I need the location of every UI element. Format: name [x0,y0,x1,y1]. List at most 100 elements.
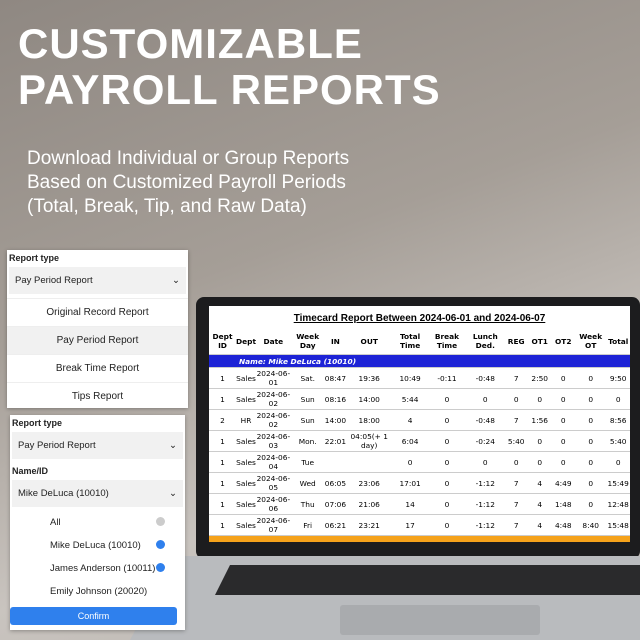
cell: 1 [209,514,237,536]
check-indicator [156,517,165,526]
cell: 21:06 [346,493,393,515]
report-screen: Timecard Report Between 2024-06-01 and 2… [209,306,630,542]
cell: 0 [527,451,552,473]
option[interactable]: Original Record Report [7,298,188,326]
cell: 18:00 [346,409,393,431]
cell: 2024-06-04 [256,451,291,473]
select-value: Pay Period Report [18,440,96,451]
cell: 2024-06-06 [256,493,291,515]
cell: 14:00 [346,388,393,410]
cell: 4 [527,493,552,515]
cell: 15:49 [606,472,630,494]
cell: 0 [466,451,505,473]
title-line: PAYROLL REPORTS [18,66,441,113]
cell: 08:16 [324,388,347,410]
cell: 06:21 [324,514,347,536]
cell: 14 [392,493,428,515]
cell: -1:12 [466,472,505,494]
cell: -1:12 [466,493,505,515]
cell: 0 [392,451,428,473]
cell: 5:40 [606,430,630,452]
option-row[interactable]: All [10,511,185,534]
subtotal-cell: -0:11 [427,535,467,542]
cell: 2024-06-07 [256,514,291,536]
column-header: OT1 [527,328,552,355]
option-row[interactable]: James Anderson (10011) [10,557,185,580]
cell: 1 [209,388,237,410]
column-header: IN [324,328,347,355]
subtotal-row: Sub Total (HH:MM)74:38-0:11-5:3640:4016:… [209,535,630,542]
confirm-button[interactable]: Confirm [10,607,177,625]
name-cell: Name: Mike DeLuca (10010) [209,354,630,368]
column-header: Dept [236,328,256,355]
cell: 17:01 [392,472,428,494]
option-row[interactable]: Mike DeLuca (10010) [10,534,185,557]
cell: 7 [504,409,528,431]
title-line: CUSTOMIZABLE [18,20,363,67]
cell: -0:48 [466,409,505,431]
select[interactable]: Mike DeLuca (10010) ⌄ [12,480,183,507]
column-header: Date [256,328,291,355]
cell: 0 [551,409,576,431]
cell: 2 [209,409,237,431]
cell: Sun [290,388,325,410]
cell: 0 [551,430,576,452]
cell: 6:04 [392,430,428,452]
option[interactable]: Break Time Report [7,354,188,382]
column-header: Week Day [290,328,325,355]
cell: 19:36 [346,367,393,389]
subtotal-cell: -5:36 [466,535,505,542]
cell: 2:50 [527,367,552,389]
cell: 1 [209,367,237,389]
field-label: Name/ID [12,466,49,476]
name-row: Name: Mike DeLuca (10010) [209,354,630,368]
option-label: All [50,517,61,528]
option[interactable]: Tips Report [7,382,188,410]
cell: 4 [527,514,552,536]
cell: -1:12 [466,514,505,536]
cell: 2024-06-02 [256,409,291,431]
cell: 0 [504,451,528,473]
cell: 0 [551,451,576,473]
subtotal-cell: 8:40 [575,535,607,542]
cell: Sales [236,388,256,410]
cell: 2024-06-03 [256,430,291,452]
column-header: Break Time [427,328,467,355]
cell: -0:11 [427,367,467,389]
column-header: OUT [346,328,393,355]
cell: -0:24 [466,430,505,452]
cell: 0 [527,430,552,452]
subtitle-line: Based on Customized Payroll Periods [27,172,346,193]
subtotal-cell: 68:51 [606,535,630,542]
option-row[interactable]: Emily Johnson (20020) [10,580,185,603]
cell: 0 [575,409,607,431]
option-label: James Anderson (10011) [50,563,156,574]
cell: Wed [290,472,325,494]
cell: 0 [575,367,607,389]
cell: 0 [466,388,505,410]
subtitle-line: (Total, Break, Tip, and Raw Data) [27,196,307,217]
select[interactable]: Pay Period Report ⌄ [9,267,186,294]
cell: 0 [427,430,467,452]
cell: 23:21 [346,514,393,536]
option[interactable]: Pay Period Report [7,326,188,354]
cell: 0 [427,472,467,494]
cell: Tue [290,451,325,473]
cell: 06:05 [324,472,347,494]
cell: 9:50 [606,367,630,389]
cell: 4:48 [551,514,576,536]
select[interactable]: Pay Period Report ⌄ [12,432,183,459]
cell: 2024-06-02 [256,388,291,410]
subtitle-line: Download Individual or Group Reports [27,148,350,169]
cell: Sales [236,514,256,536]
report-type-panel: Report type Pay Period Report ⌄ Original … [7,250,188,408]
field-label: Report type [12,418,63,428]
column-header: Dept ID [209,328,237,355]
cell: Sales [236,430,256,452]
cell: 12:48 [606,493,630,515]
subtotal-cell: 74:38 [392,535,428,542]
select-value: Mike DeLuca (10010) [18,488,109,499]
cell: 0 [606,451,630,473]
data-row: 2 HR 2024-06-02 Sun 14:00 18:00 4 0 -0:48 7 1:56 0 0… [209,409,630,431]
